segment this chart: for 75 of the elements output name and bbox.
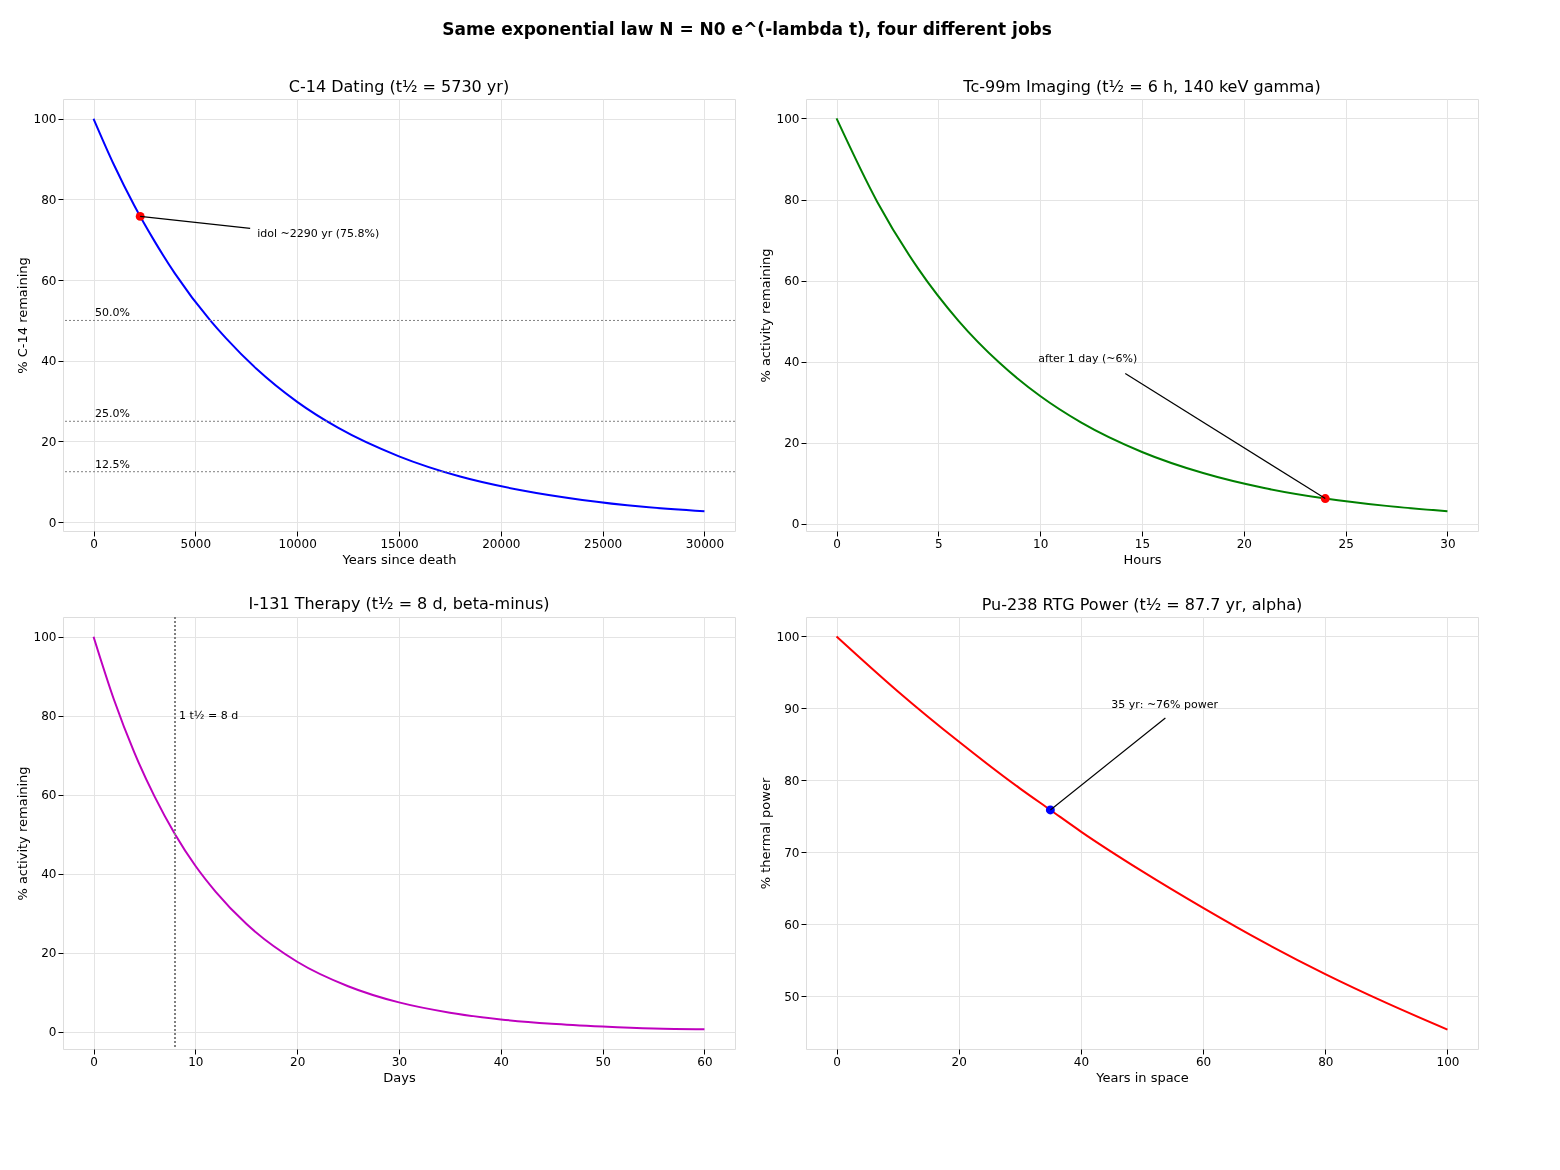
chart-title: Tc-99m Imaging (t½ = 6 h, 140 keV gamma) xyxy=(962,77,1321,96)
x-tick-label: 15000 xyxy=(380,536,419,551)
x-tick-label: 30000 xyxy=(685,536,725,551)
line-series xyxy=(835,635,1449,1031)
ref-line-label: 25.0% xyxy=(95,407,130,421)
annotation: 35 yr: ~76% power xyxy=(1111,697,1219,711)
y-tick-label: 60 xyxy=(41,788,57,803)
text: Same exponential law N = N0 e^(-lambda t), four different jobs xyxy=(442,18,1052,39)
y-tick-label: 100 xyxy=(33,112,57,127)
y-tick-label: 60 xyxy=(784,917,800,932)
y-tick-label: 0 xyxy=(48,515,57,530)
y-tick-label: 0 xyxy=(791,517,800,532)
ref-line-label: 1 t½ = 8 d xyxy=(179,709,239,723)
x-axis-title: Years since death xyxy=(341,551,457,567)
y-axis-title: % C-14 remaining xyxy=(14,257,30,374)
ref-line-label: 50.0% xyxy=(95,306,130,320)
y-tick-label: 100 xyxy=(33,630,57,645)
x-tick-label: 0 xyxy=(833,536,841,551)
chart-title: C-14 Dating (t½ = 5730 yr) xyxy=(288,77,510,96)
x-axis-title: Years in space xyxy=(1095,1069,1189,1085)
x-tick-label: 25000 xyxy=(584,536,623,551)
x-tick-label: 60 xyxy=(697,1054,713,1069)
y-tick-label: 90 xyxy=(784,701,800,716)
x-tick-label: 80 xyxy=(1318,1054,1334,1069)
x-tick-label: 60 xyxy=(1195,1054,1212,1069)
y-tick-label: 100 xyxy=(776,111,800,126)
line-series xyxy=(92,117,706,513)
y-tick-label: 80 xyxy=(784,193,800,207)
y-tick-label: 20 xyxy=(41,946,57,961)
x-tick-label: 40 xyxy=(1073,1054,1090,1069)
y-tick-label: 40 xyxy=(784,355,800,370)
x-tick-label: 100 xyxy=(1436,1054,1460,1069)
annotation: after 1 day (~6%) xyxy=(1038,351,1138,365)
annotation: idol ~2290 yr (75.8%) xyxy=(257,227,380,241)
y-tick-label: 40 xyxy=(41,867,57,882)
y-tick-label: 80 xyxy=(41,709,57,724)
x-tick-label: 40 xyxy=(493,1054,509,1069)
x-tick-label: 5 xyxy=(935,536,943,551)
x-tick-label: 20 xyxy=(290,1054,306,1069)
x-tick-label: 0 xyxy=(833,1054,841,1069)
y-tick-label: 50 xyxy=(784,989,800,1004)
x-tick-label: 10000 xyxy=(278,536,317,551)
y-tick-label: 60 xyxy=(784,274,800,289)
x-tick-label: 0 xyxy=(90,1054,98,1069)
y-tick-label: 40 xyxy=(41,354,57,369)
x-tick-label: 30 xyxy=(391,1054,408,1069)
x-tick-label: 0 xyxy=(90,536,98,551)
y-tick-label: 20 xyxy=(784,436,800,451)
y-tick-label: 60 xyxy=(41,273,57,288)
y-axis-title: % activity remaining xyxy=(14,766,30,901)
chart-title: Pu-238 RTG Power (t½ = 87.7 yr, alpha) xyxy=(981,595,1303,614)
x-axis-title: Days xyxy=(383,1069,416,1085)
y-axis-title: % thermal power xyxy=(757,777,773,890)
y-tick-label: 20 xyxy=(41,434,57,449)
y-tick-label: 80 xyxy=(41,192,57,207)
y-tick-label: 80 xyxy=(784,773,800,788)
x-tick-label: 10 xyxy=(1033,536,1049,551)
y-tick-label: 0 xyxy=(48,1025,57,1040)
x-tick-label: 15 xyxy=(1134,536,1151,551)
x-tick-label: 30 xyxy=(1440,536,1456,551)
x-tick-label: 20 xyxy=(951,1054,967,1069)
x-tick-label: 25 xyxy=(1338,536,1354,551)
x-tick-label: 10 xyxy=(188,1054,204,1069)
x-axis-title: Hours xyxy=(1123,551,1162,567)
y-tick-label: 100 xyxy=(776,629,800,644)
x-tick-label: 50 xyxy=(595,1054,611,1069)
line-series xyxy=(92,635,706,1031)
line-series xyxy=(835,117,1449,513)
chart-title: I-131 Therapy (t½ = 8 d, beta-minus) xyxy=(248,594,550,613)
x-tick-label: 5000 xyxy=(180,536,212,551)
y-tick-label: 70 xyxy=(784,845,800,860)
ref-line-label: 12.5% xyxy=(95,457,130,471)
x-tick-label: 20000 xyxy=(482,536,521,551)
y-axis-title: % activity remaining xyxy=(757,248,773,383)
x-tick-label: 20 xyxy=(1236,536,1252,551)
